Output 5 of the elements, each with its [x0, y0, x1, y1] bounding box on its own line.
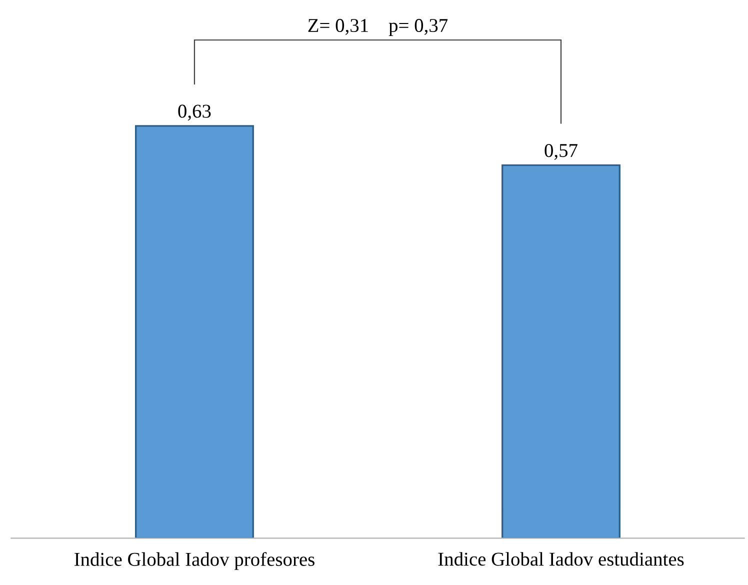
text: Z= 0,31 p= 0,37 [308, 18, 448, 36]
data-label: 0,63 [178, 104, 211, 121]
data-label: 0,57 [544, 144, 578, 160]
x-tick-label: Indice Global Iadov estudiantes [438, 552, 684, 566]
x-tick-label: Indice Global Iadov profesores [74, 552, 314, 570]
